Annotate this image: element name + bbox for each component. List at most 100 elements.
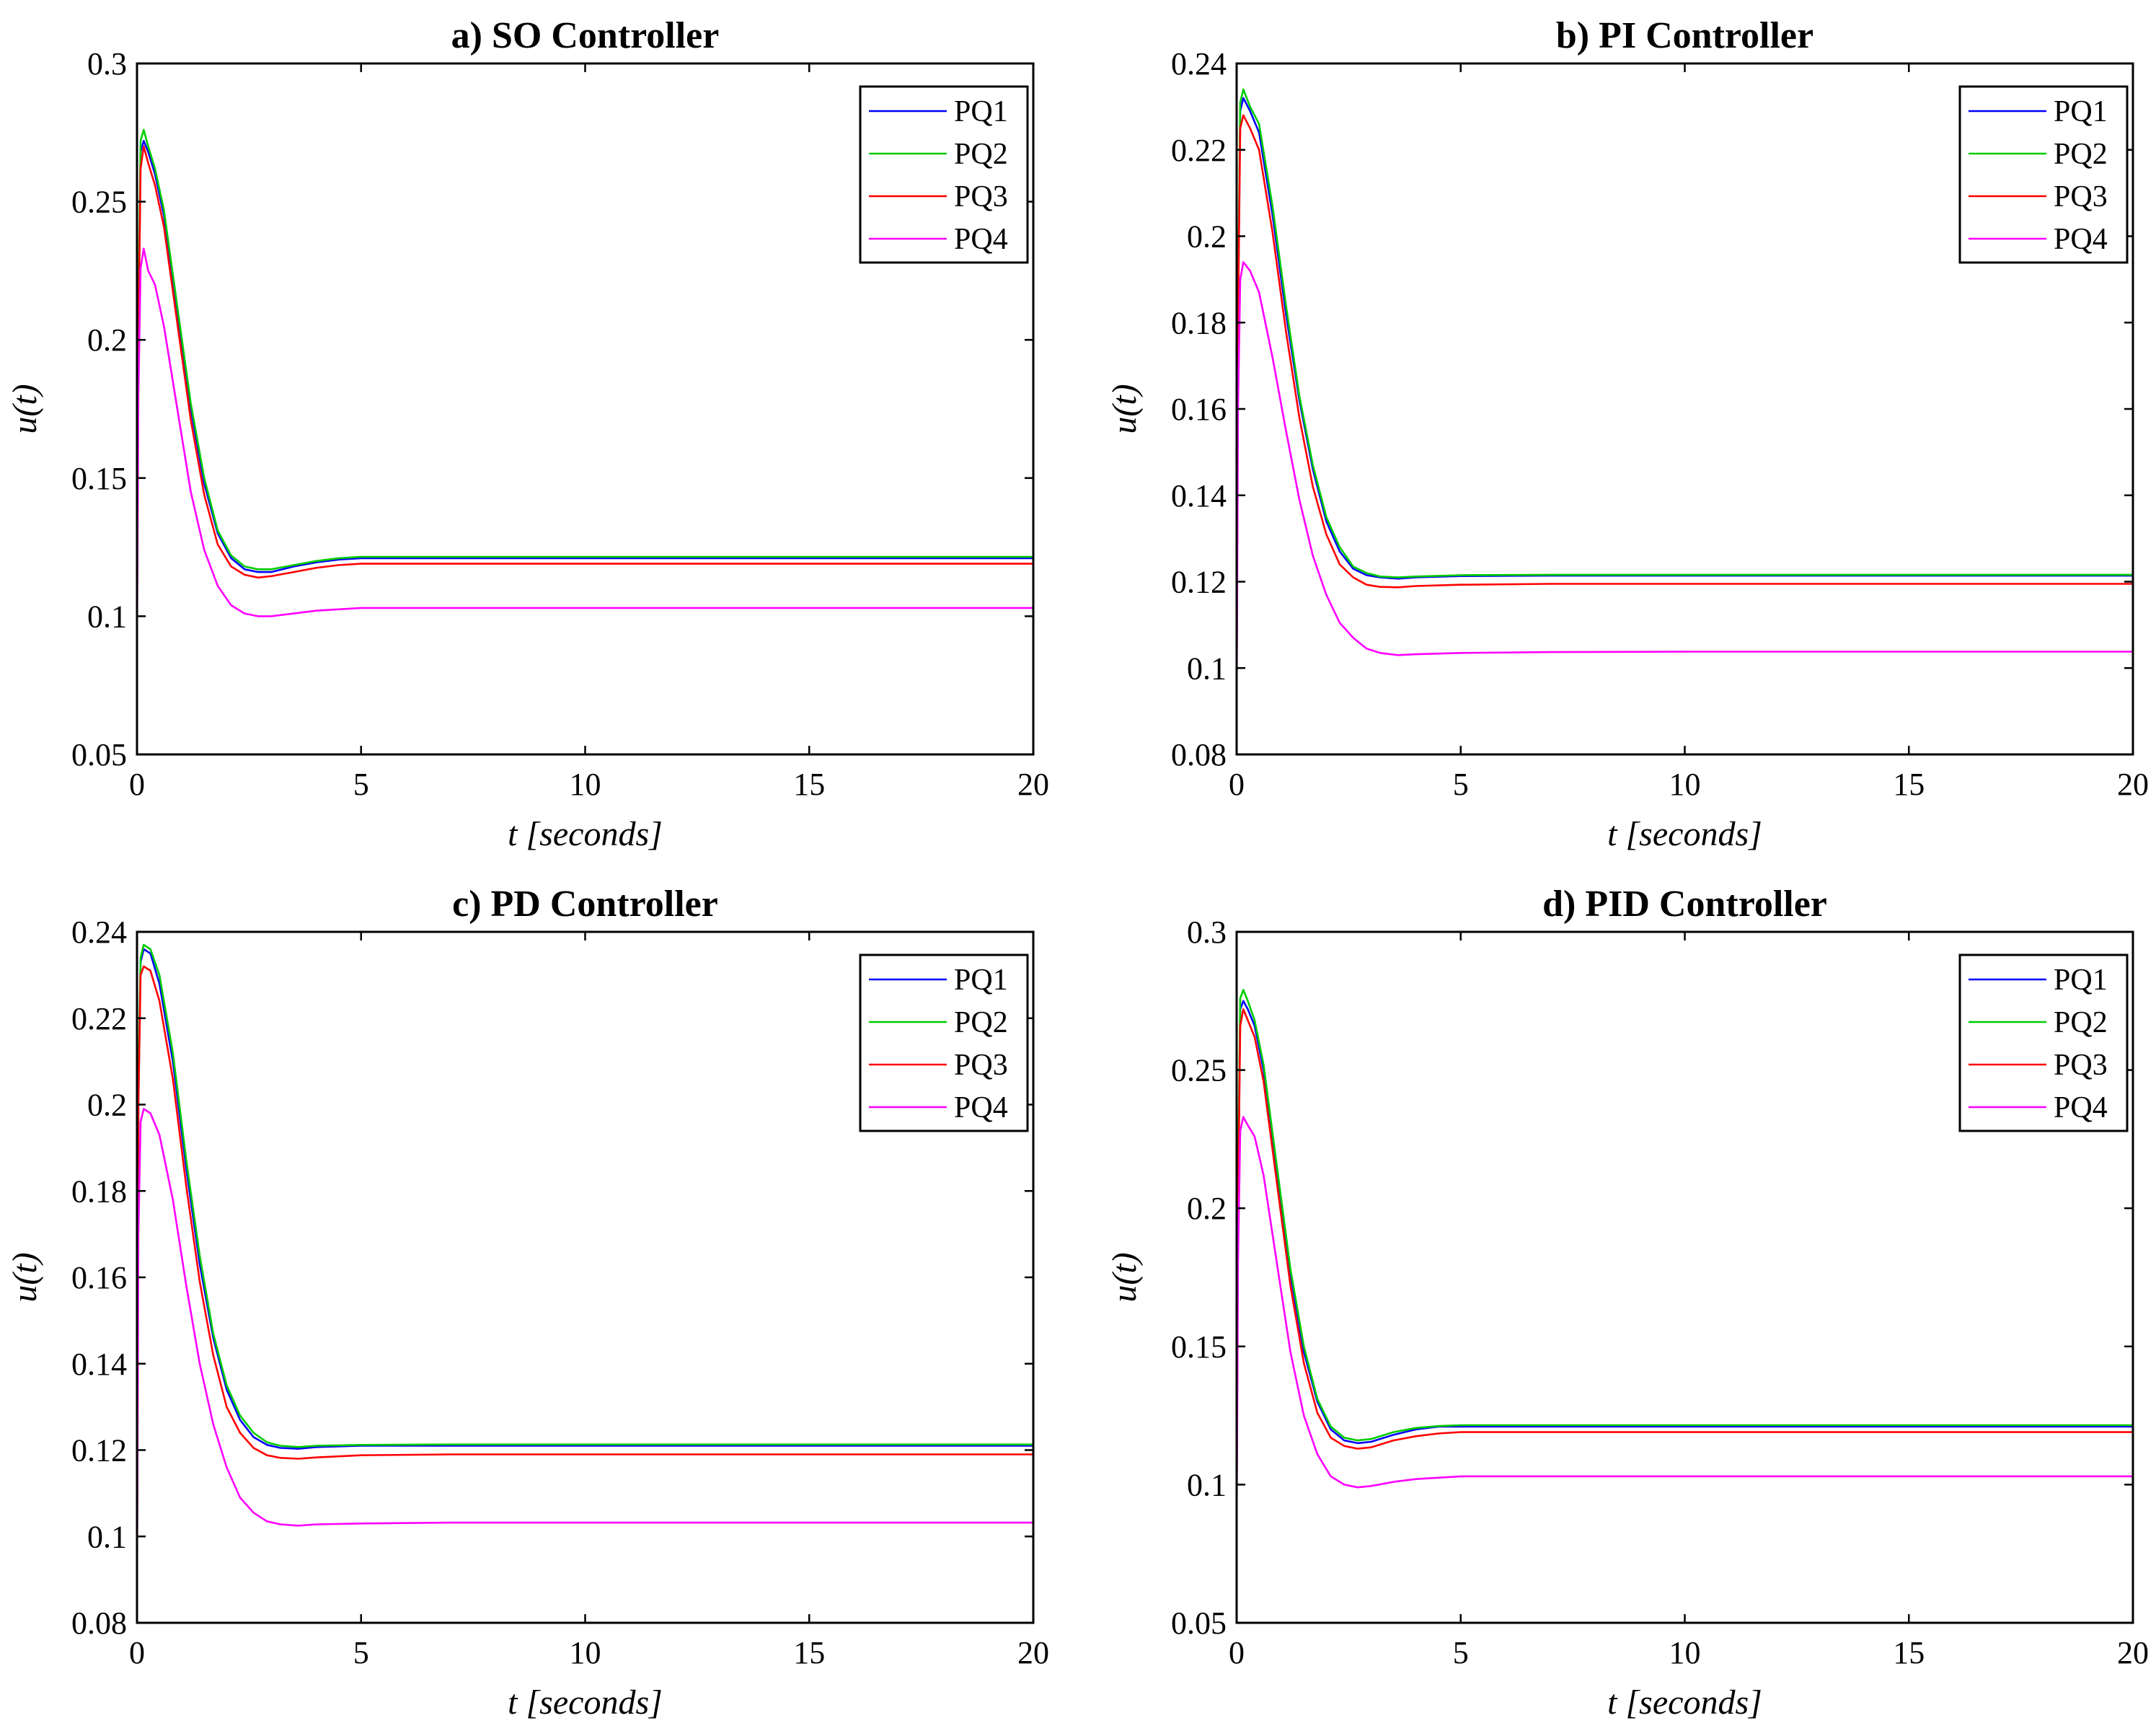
x-tick-label: 15 <box>793 1635 825 1670</box>
legend: PQ1 PQ2 PQ3 PQ4 <box>1958 85 2129 264</box>
y-tick-label: 0.12 <box>71 1433 127 1468</box>
y-tick-label: 0.22 <box>1171 133 1227 168</box>
series-line-pq4 <box>1237 261 2133 712</box>
panel-title: d) PID Controller <box>1542 884 1827 925</box>
series-line-pq2 <box>1237 989 2133 1512</box>
legend-label-pq2: PQ2 <box>2054 138 2108 171</box>
y-tick-label: 0.25 <box>1171 1053 1227 1088</box>
y-tick-label: 0.05 <box>1171 1606 1227 1641</box>
y-tick-label: 0.1 <box>1187 1467 1227 1502</box>
legend-label-pq1: PQ1 <box>954 95 1008 128</box>
legend-box <box>859 85 1029 264</box>
x-axis-label: t [seconds] <box>508 1683 663 1722</box>
y-tick-label: 0.2 <box>87 1088 127 1123</box>
series-line-pq4 <box>137 247 1033 644</box>
x-tick-label: 0 <box>1229 767 1245 802</box>
x-tick-label: 20 <box>2117 1635 2149 1670</box>
x-tick-label: 10 <box>570 767 601 802</box>
x-tick-label: 15 <box>793 767 825 802</box>
y-tick-label: 0.1 <box>87 1519 127 1554</box>
legend: PQ1 PQ2 PQ3 PQ4 <box>859 85 1029 264</box>
y-tick-label: 0.2 <box>1187 1191 1227 1226</box>
x-tick-label: 10 <box>570 1635 601 1670</box>
series-line-pq4 <box>137 1108 1033 1589</box>
y-tick-label: 0.2 <box>1187 219 1227 255</box>
y-tick-label: 0.12 <box>1171 565 1227 600</box>
y-tick-label: 0.14 <box>1171 478 1227 514</box>
panel-title: b) PI Controller <box>1556 15 1813 56</box>
legend-label-pq1: PQ1 <box>2054 964 2108 997</box>
y-axis-label: u(t) <box>1105 384 1144 433</box>
series-line-pq2 <box>1237 88 2133 690</box>
y-tick-label: 0.16 <box>71 1260 127 1295</box>
legend-label-pq3: PQ3 <box>2054 180 2108 213</box>
x-tick-label: 0 <box>1229 1635 1245 1670</box>
legend-box <box>859 953 1029 1132</box>
series-line-pq2 <box>137 943 1033 1580</box>
x-tick-label: 20 <box>1017 1635 1049 1670</box>
panel-1: 0 5 10 15 20 0.05 0.1 0.15 0.2 0.25 0.3 a) SO Contr… <box>6 15 1049 853</box>
series-line-pq3 <box>137 965 1033 1580</box>
panel-title: c) PD Controller <box>452 884 718 925</box>
y-tick-label: 0.08 <box>71 1606 127 1641</box>
x-tick-label: 5 <box>353 767 369 802</box>
x-tick-label: 15 <box>1893 767 1925 802</box>
x-tick-label: 5 <box>1453 767 1469 802</box>
x-axis-label: t [seconds] <box>508 815 663 853</box>
y-axis-label: u(t) <box>6 1252 44 1302</box>
y-tick-label: 0.18 <box>1171 305 1227 340</box>
legend-label-pq3: PQ3 <box>2054 1049 2108 1082</box>
legend-label-pq2: PQ2 <box>954 138 1008 171</box>
y-tick-label: 0.22 <box>71 1001 127 1036</box>
legend-label-pq1: PQ1 <box>2054 95 2108 128</box>
panel-4: 0 5 10 15 20 0.05 0.1 0.15 0.2 0.25 0.3 d) PID Cont… <box>1105 884 2149 1722</box>
x-tick-label: 15 <box>1893 1635 1925 1670</box>
panel-2: 0 5 10 15 20 0.08 0.1 0.12 0.14 0.16 0.18 0.2 0.22 0.… <box>1105 15 2149 853</box>
series-line-pq3 <box>137 145 1033 617</box>
y-tick-label: 0.16 <box>1171 392 1227 427</box>
series-line-pq2 <box>137 128 1033 617</box>
y-tick-label: 0.24 <box>71 915 127 950</box>
y-tick-label: 0.1 <box>87 599 127 634</box>
y-tick-label: 0.2 <box>87 322 127 358</box>
legend-box <box>1958 85 2129 264</box>
y-tick-label: 0.3 <box>1187 915 1227 950</box>
x-tick-label: 10 <box>1669 1635 1701 1670</box>
y-tick-label: 0.25 <box>71 185 127 220</box>
y-tick-label: 0.15 <box>1171 1329 1227 1365</box>
legend: PQ1 PQ2 PQ3 PQ4 <box>1958 953 2129 1132</box>
series-line-pq1 <box>137 948 1033 1580</box>
x-tick-label: 20 <box>1017 767 1049 802</box>
panel-3: 0 5 10 15 20 0.08 0.1 0.12 0.14 0.16 0.18 0.2 0.22 0.… <box>6 884 1049 1722</box>
legend-label-pq1: PQ1 <box>954 964 1008 997</box>
legend-label-pq4: PQ4 <box>2054 223 2108 256</box>
legend-label-pq2: PQ2 <box>954 1006 1008 1039</box>
y-tick-label: 0.18 <box>71 1173 127 1209</box>
legend-label-pq4: PQ4 <box>2054 1091 2108 1124</box>
legend: PQ1 PQ2 PQ3 PQ4 <box>859 953 1029 1132</box>
x-axis-label: t [seconds] <box>1607 815 1762 853</box>
legend-box <box>1958 953 2129 1132</box>
x-tick-label: 5 <box>1453 1635 1469 1670</box>
series-line-pq1 <box>137 140 1033 617</box>
legend-label-pq3: PQ3 <box>954 1049 1008 1082</box>
series-line-pq3 <box>1237 1008 2133 1512</box>
y-axis-label: u(t) <box>1105 1252 1144 1302</box>
y-tick-label: 0.1 <box>1187 651 1227 686</box>
y-tick-label: 0.3 <box>87 46 127 82</box>
y-tick-label: 0.15 <box>71 461 127 496</box>
legend-label-pq2: PQ2 <box>2054 1006 2108 1039</box>
legend-label-pq4: PQ4 <box>954 1091 1008 1124</box>
y-tick-label: 0.14 <box>71 1347 127 1382</box>
x-tick-label: 5 <box>353 1635 369 1670</box>
legend-label-pq3: PQ3 <box>954 180 1008 213</box>
y-axis-label: u(t) <box>6 384 44 433</box>
x-tick-label: 0 <box>129 767 145 802</box>
x-axis-label: t [seconds] <box>1607 1683 1762 1722</box>
series-line-pq1 <box>1237 1000 2133 1512</box>
y-tick-label: 0.24 <box>1171 46 1227 82</box>
series-line-pq4 <box>1237 1116 2133 1526</box>
x-tick-label: 20 <box>2117 767 2149 802</box>
legend-label-pq4: PQ4 <box>954 223 1008 256</box>
